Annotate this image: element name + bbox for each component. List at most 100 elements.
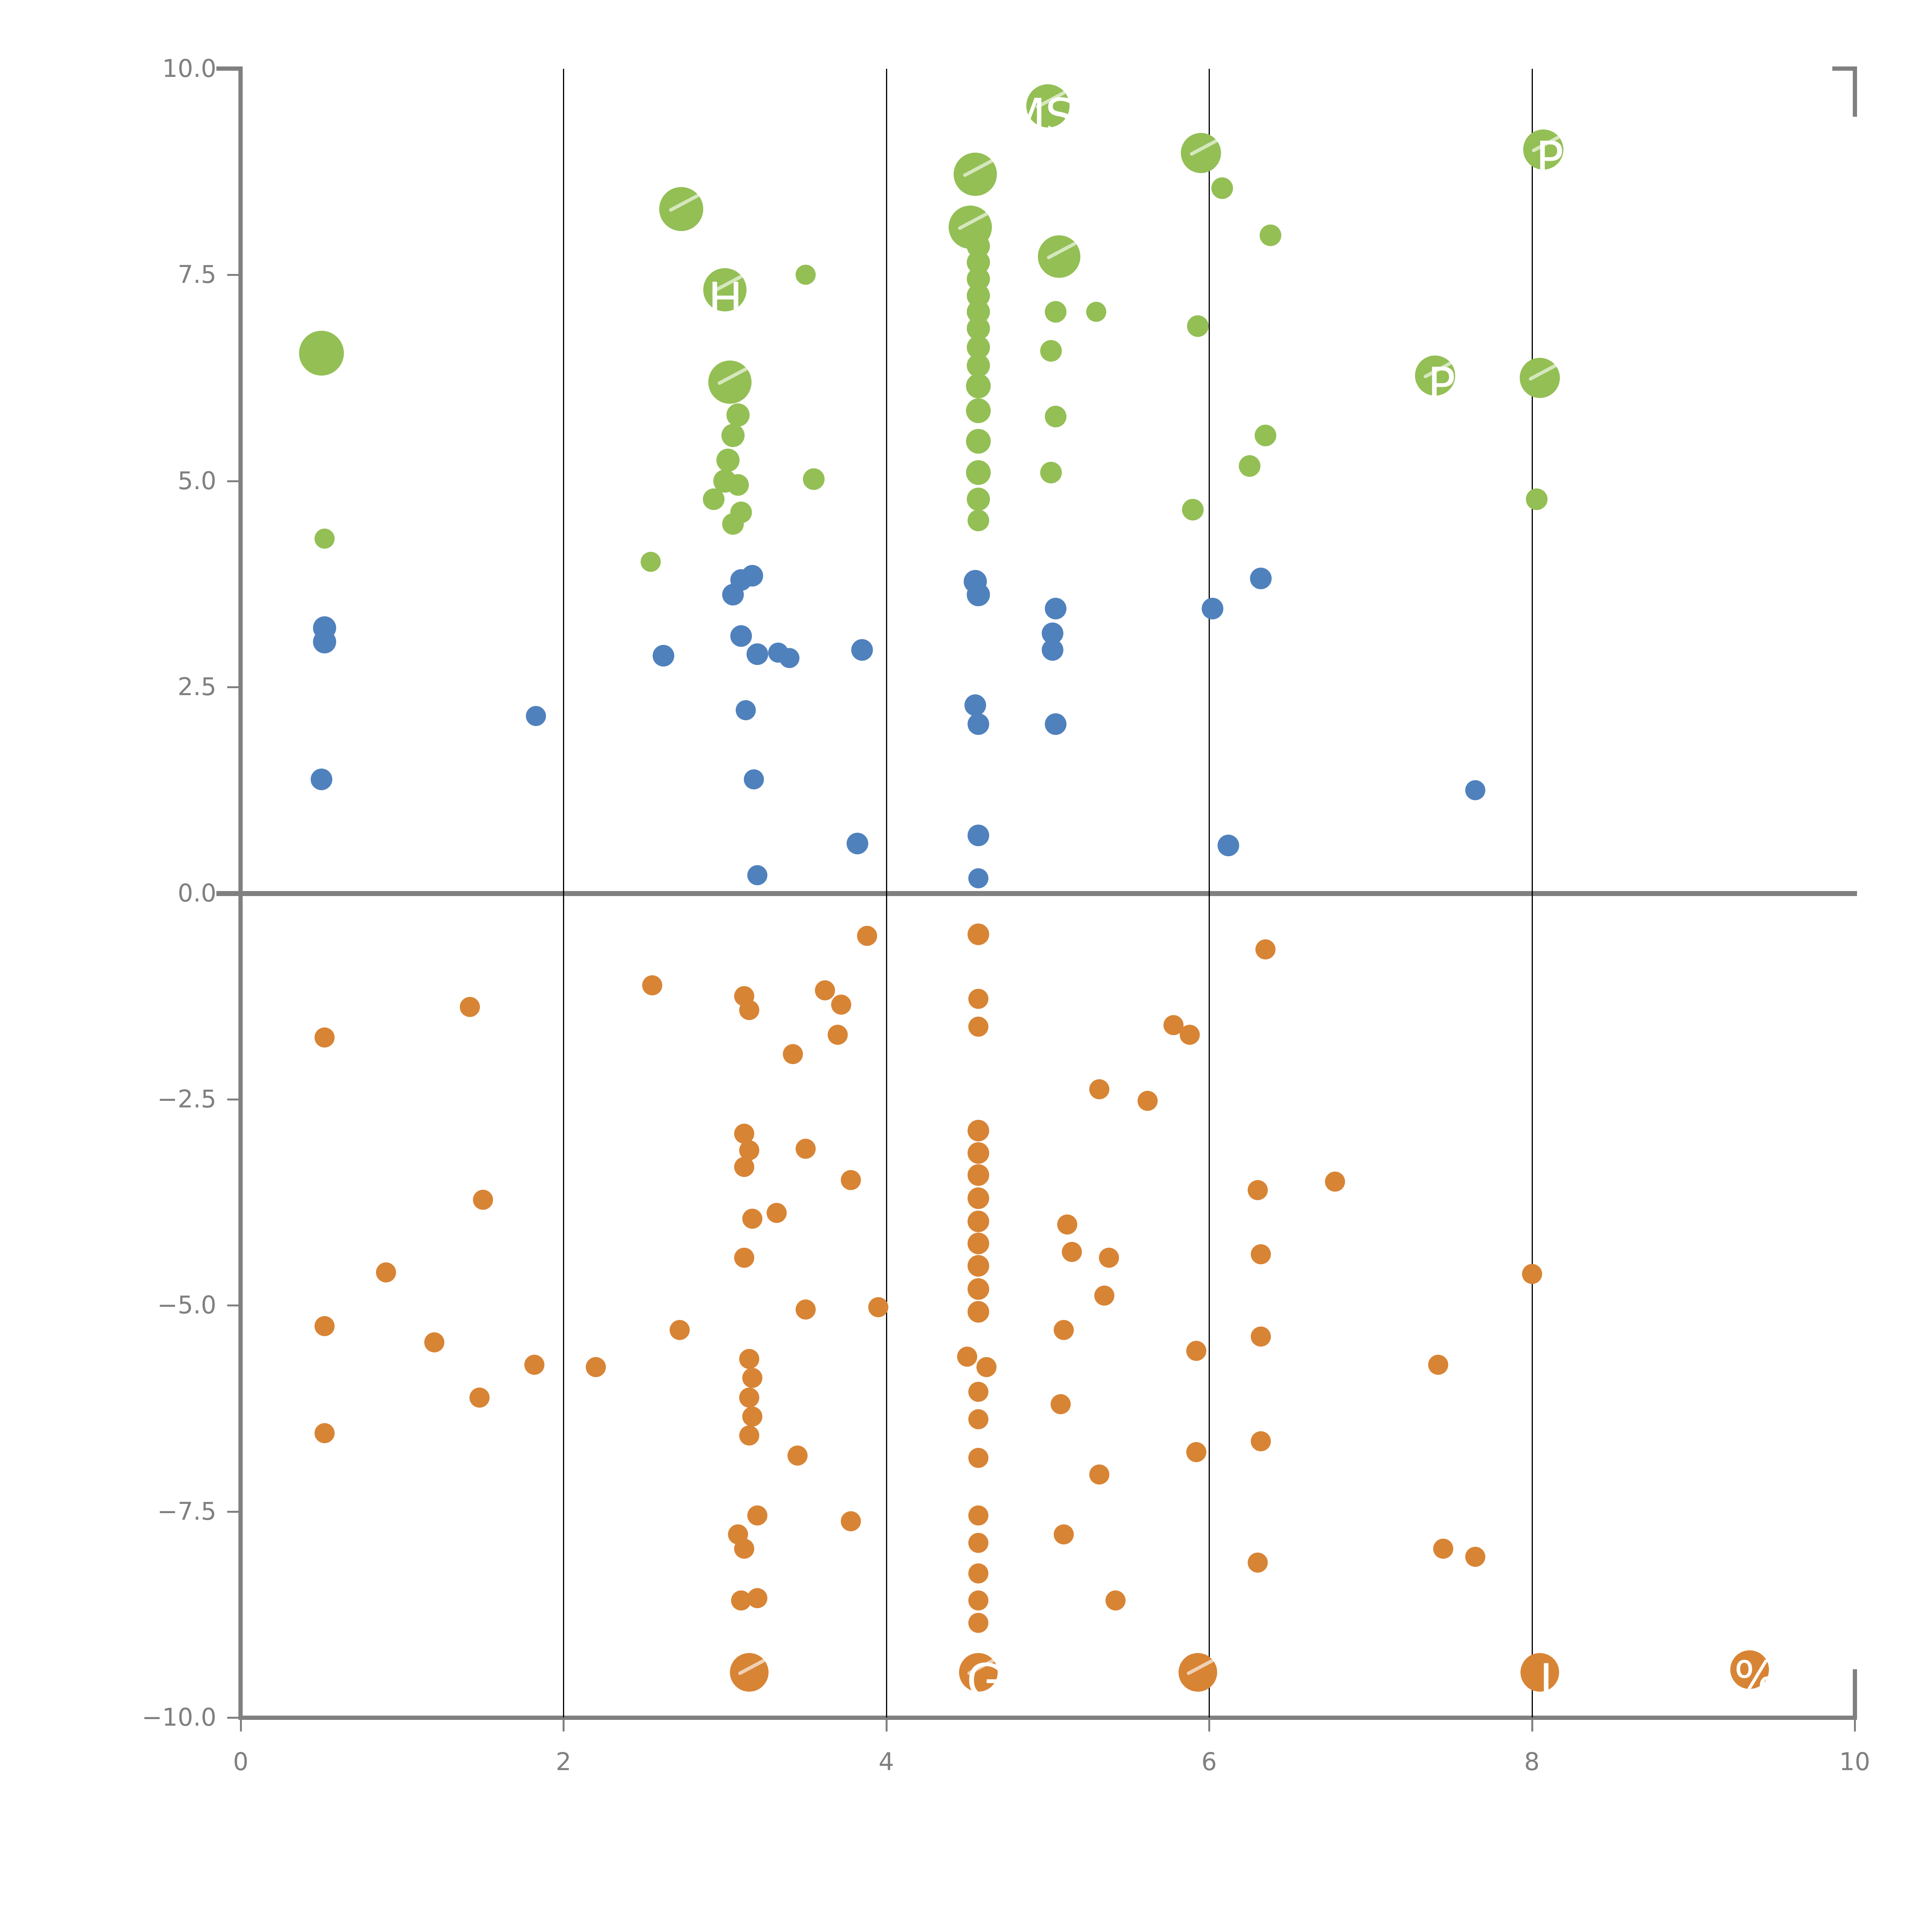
data-point-green[interactable] — [966, 398, 991, 423]
data-point-orange[interactable] — [734, 1156, 755, 1177]
data-point-orange[interactable] — [968, 1409, 988, 1429]
data-point-green[interactable] — [1086, 302, 1106, 322]
data-point-orange[interactable] — [1057, 1214, 1077, 1235]
data-point-orange[interactable] — [1250, 1244, 1271, 1264]
data-point-orange[interactable] — [815, 980, 835, 1001]
data-point-orange[interactable] — [967, 923, 989, 946]
data-point-orange[interactable] — [795, 1299, 816, 1320]
data-point-green[interactable] — [726, 403, 750, 427]
data-point-blue[interactable] — [1250, 567, 1272, 589]
data-point-orange[interactable] — [766, 1203, 787, 1223]
data-point-orange[interactable] — [840, 1511, 861, 1532]
data-point-orange[interactable] — [828, 1025, 848, 1045]
data-point-blue[interactable] — [1201, 598, 1223, 620]
data-point-green[interactable] — [966, 354, 990, 378]
data-point-green[interactable] — [966, 374, 991, 399]
data-point-orange[interactable] — [967, 1210, 989, 1232]
data-point-orange[interactable] — [840, 1170, 861, 1190]
data-point-blue[interactable] — [653, 645, 675, 667]
data-point-orange[interactable] — [747, 1588, 767, 1608]
data-point-orange[interactable] — [1089, 1079, 1110, 1100]
data-point-orange[interactable] — [315, 1423, 335, 1443]
data-point-orange[interactable] — [1089, 1464, 1110, 1485]
data-point-green[interactable] — [299, 331, 344, 376]
data-point-blue[interactable] — [1045, 713, 1067, 735]
data-point-blue[interactable] — [747, 865, 767, 885]
data-point-orange[interactable] — [747, 1505, 767, 1526]
data-point-green[interactable] — [708, 360, 752, 404]
data-point-green[interactable] — [702, 488, 724, 510]
data-point-orange[interactable] — [967, 1187, 989, 1209]
data-point-orange[interactable] — [967, 1142, 989, 1164]
data-point-blue[interactable] — [526, 706, 546, 726]
data-point-orange[interactable] — [1325, 1172, 1345, 1192]
data-point-orange[interactable] — [734, 1247, 755, 1268]
data-point-orange[interactable] — [1054, 1524, 1074, 1545]
data-point-blue[interactable] — [1465, 780, 1486, 800]
data-point-blue[interactable] — [1042, 639, 1064, 661]
data-point-blue[interactable] — [851, 639, 873, 661]
data-point-blue[interactable] — [310, 769, 332, 791]
data-point-orange[interactable] — [967, 1233, 989, 1255]
data-point-green[interactable] — [966, 487, 990, 511]
data-point-blue[interactable] — [744, 769, 764, 790]
data-point-orange[interactable] — [967, 1301, 989, 1323]
data-point-orange[interactable] — [1050, 1394, 1071, 1415]
data-point-orange[interactable] — [469, 1388, 490, 1408]
data-point-orange[interactable] — [831, 994, 851, 1015]
data-point-green[interactable] — [315, 529, 335, 549]
data-point-green[interactable] — [722, 513, 744, 535]
data-point-orange[interactable] — [795, 1138, 816, 1159]
data-point-orange[interactable] — [739, 1425, 759, 1446]
data-point-orange[interactable] — [857, 926, 877, 946]
data-point-orange[interactable] — [968, 1612, 988, 1633]
data-point-orange[interactable] — [968, 1017, 988, 1037]
data-point-orange[interactable] — [1186, 1442, 1206, 1462]
data-point-green[interactable] — [795, 265, 816, 285]
data-point-orange[interactable] — [968, 1532, 988, 1553]
data-point-green[interactable] — [1238, 455, 1260, 477]
data-point-orange[interactable] — [1465, 1546, 1486, 1567]
data-point-orange[interactable] — [739, 1388, 759, 1408]
data-point-blue[interactable] — [742, 565, 764, 587]
data-point-orange[interactable] — [782, 1044, 803, 1064]
data-point-orange[interactable] — [968, 988, 988, 1009]
data-point-green[interactable] — [721, 424, 745, 447]
data-point-orange[interactable] — [968, 1505, 988, 1526]
data-point-blue[interactable] — [1218, 834, 1240, 856]
data-point-blue[interactable] — [730, 625, 752, 647]
data-point-orange[interactable] — [642, 975, 663, 996]
data-point-blue[interactable] — [967, 713, 989, 735]
data-point-orange[interactable] — [967, 1119, 989, 1141]
data-point-orange[interactable] — [1138, 1091, 1158, 1111]
data-point-orange[interactable] — [1250, 1327, 1271, 1347]
data-point-green[interactable] — [1259, 224, 1281, 246]
data-point-blue[interactable] — [967, 825, 989, 847]
data-point-orange[interactable] — [1247, 1552, 1268, 1573]
data-point-green[interactable] — [1045, 301, 1067, 323]
data-point-green[interactable] — [966, 460, 991, 485]
data-point-orange[interactable] — [376, 1262, 396, 1282]
data-point-green[interactable] — [659, 187, 704, 231]
data-point-orange[interactable] — [524, 1354, 545, 1375]
data-point-orange[interactable] — [734, 1538, 755, 1559]
data-point-orange[interactable] — [424, 1332, 445, 1353]
data-point-orange[interactable] — [967, 1278, 989, 1300]
data-point-orange[interactable] — [1186, 1340, 1206, 1361]
data-point-orange[interactable] — [968, 1447, 988, 1468]
data-point-blue[interactable] — [846, 833, 868, 855]
data-point-orange[interactable] — [1094, 1285, 1114, 1306]
data-point-blue[interactable] — [736, 700, 756, 720]
data-point-blue[interactable] — [966, 583, 990, 607]
data-point-orange[interactable] — [1428, 1354, 1449, 1375]
data-point-orange[interactable] — [1255, 939, 1276, 959]
data-point-orange[interactable] — [1099, 1247, 1119, 1268]
data-point-orange[interactable] — [968, 1382, 988, 1402]
data-point-orange[interactable] — [1522, 1264, 1542, 1284]
data-point-orange[interactable] — [739, 1000, 759, 1020]
data-point-orange[interactable] — [585, 1357, 606, 1378]
data-point-orange[interactable] — [868, 1297, 888, 1317]
data-point-orange[interactable] — [1250, 1431, 1271, 1452]
data-point-orange[interactable] — [315, 1027, 335, 1048]
data-point-green[interactable] — [1187, 315, 1209, 337]
